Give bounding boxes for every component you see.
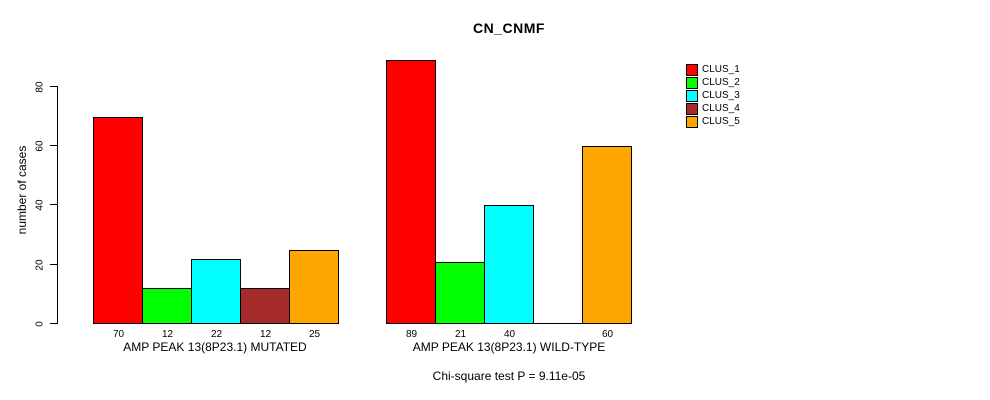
bar-value-label: 12	[259, 329, 272, 340]
y-tick-mark	[50, 86, 57, 87]
bar-value-label: 25	[308, 329, 321, 340]
bar-CLUS_5	[582, 146, 632, 324]
legend-label: CLUS_5	[702, 116, 740, 127]
group-label-mutated: AMP PEAK 13(8P23.1) MUTATED	[123, 340, 307, 354]
legend-item-CLUS_5: CLUS_5	[686, 115, 740, 128]
legend-color-swatch	[686, 63, 698, 76]
y-tick-label: 40	[34, 198, 46, 211]
y-tick-label: 80	[34, 80, 46, 93]
legend-label: CLUS_3	[702, 90, 740, 101]
chi-square-annotation: Chi-square test P = 9.11e-05	[432, 369, 586, 383]
bar-CLUS_3	[191, 259, 241, 324]
bar-value-label: 12	[161, 329, 174, 340]
bar-CLUS_1	[93, 117, 143, 324]
y-axis-line	[57, 86, 58, 324]
bar-value-label: 89	[405, 329, 418, 340]
legend-item-CLUS_1: CLUS_1	[686, 63, 740, 76]
y-tick-label: 20	[34, 258, 46, 271]
bar-CLUS_3	[484, 205, 534, 324]
legend-color-swatch	[686, 76, 698, 89]
legend: CLUS_1 CLUS_2 CLUS_3 CLUS_4 CLUS_5	[686, 63, 740, 128]
bar-CLUS_4-zero	[533, 323, 583, 324]
legend-color-swatch	[686, 102, 698, 115]
group-label-wild-type: AMP PEAK 13(8P23.1) WILD-TYPE	[412, 340, 606, 354]
legend-item-CLUS_3: CLUS_3	[686, 89, 740, 102]
bar-value-label: 70	[112, 329, 125, 340]
legend-label: CLUS_4	[702, 103, 740, 114]
y-tick-label: 60	[34, 139, 46, 152]
y-tick-mark	[50, 145, 57, 146]
bar-value-label: 60	[601, 329, 614, 340]
legend-color-swatch	[686, 115, 698, 128]
bar-CLUS_4	[240, 288, 290, 324]
bar-CLUS_5	[289, 250, 339, 324]
bar-value-label: 22	[210, 329, 223, 340]
bar-value-label: 40	[503, 329, 516, 340]
legend-item-CLUS_2: CLUS_2	[686, 76, 740, 89]
y-tick-mark	[50, 323, 57, 324]
y-tick-mark	[50, 204, 57, 205]
bar-CLUS_1	[386, 60, 436, 324]
y-tick-label: 0	[34, 320, 46, 327]
legend-color-swatch	[686, 89, 698, 102]
legend-item-CLUS_4: CLUS_4	[686, 102, 740, 115]
legend-label: CLUS_2	[702, 77, 740, 88]
y-tick-mark	[50, 264, 57, 265]
bar-CLUS_2	[142, 288, 192, 324]
bar-value-label: 21	[454, 329, 467, 340]
bar-CLUS_2	[435, 262, 485, 324]
y-axis-label: number of cases	[15, 145, 29, 235]
chart-title: CN_CNMF	[473, 20, 545, 36]
legend-label: CLUS_1	[702, 64, 740, 75]
